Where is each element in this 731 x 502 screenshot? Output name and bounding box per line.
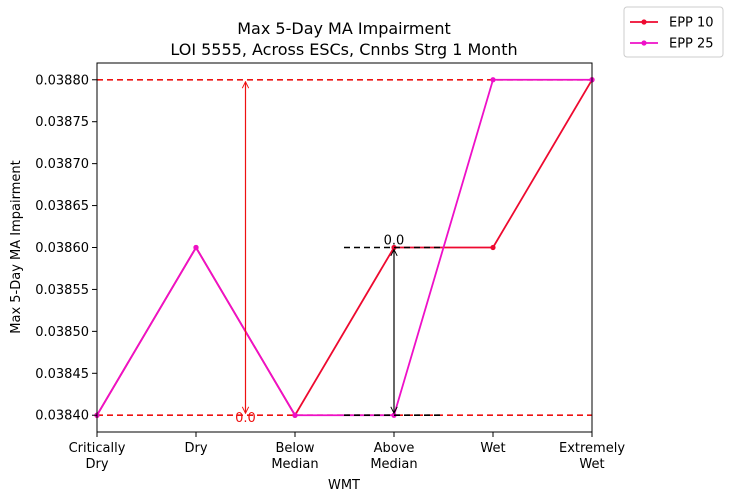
x-axis-label: WMT xyxy=(328,478,360,493)
y-tick-label: 0.03870 xyxy=(35,157,89,172)
x-tick-label: Above Median xyxy=(370,441,417,472)
series-point-epp-10 xyxy=(490,244,496,251)
series-point-epp-25 xyxy=(193,244,199,251)
y-tick-label: 0.03860 xyxy=(35,241,89,256)
y-tick-label: 0.03865 xyxy=(35,199,89,214)
x-tick-label-line: Extremely xyxy=(559,441,625,456)
y-tick-label: 0.03840 xyxy=(35,409,89,424)
annotation-label-1: 0.0 xyxy=(384,234,405,249)
y-axis-label: Max 5-Day MA Impairment xyxy=(9,160,24,333)
legend: EPP 10 EPP 25 xyxy=(623,6,724,58)
x-tick-label: Below Median xyxy=(271,441,318,472)
x-tick-label-line: Median xyxy=(271,457,318,472)
x-tick-label-line: Above xyxy=(374,441,415,456)
axes-layer: 0.03840 0.03845 0.03850 0.03855 0.03860 0.038… xyxy=(35,62,625,472)
legend-marker-0 xyxy=(641,19,647,25)
chart-title-group: Max 5-Day MA Impairment LOI 5555, Across… xyxy=(170,19,517,59)
annotations-layer: 0.0 0.0 xyxy=(235,82,444,426)
x-tick-label: Extremely Wet xyxy=(559,441,625,472)
legend-label-1: EPP 25 xyxy=(669,37,714,52)
x-tick-label: Dry xyxy=(184,441,207,456)
x-tick-label-line: Wet xyxy=(579,457,604,472)
legend-marker-1 xyxy=(641,40,647,46)
chart-title: Max 5-Day MA Impairment xyxy=(237,19,450,38)
x-tick-label: Wet xyxy=(480,441,505,456)
y-tick-label: 0.03855 xyxy=(35,283,89,298)
x-tick-label-line: Dry xyxy=(184,441,207,456)
x-tick-label-line: Below xyxy=(275,441,314,456)
x-tick-label-line: Wet xyxy=(480,441,505,456)
y-tick-label: 0.03850 xyxy=(35,325,89,340)
series-point-epp-25 xyxy=(292,412,298,418)
y-tick-label: 0.03845 xyxy=(35,367,89,382)
y-tick-label: 0.03875 xyxy=(35,115,89,130)
legend-box xyxy=(623,6,724,58)
x-tick-label-line: Critically xyxy=(69,441,126,456)
annotation-label-0: 0.0 xyxy=(235,411,256,426)
chart-subtitle: LOI 5555, Across ESCs, Cnnbs Strg 1 Mont… xyxy=(170,40,517,59)
x-tick-label-line: Dry xyxy=(85,457,108,472)
series-point-epp-25 xyxy=(490,77,496,83)
x-tick-label-line: Median xyxy=(370,457,417,472)
x-tick-label: Critically Dry xyxy=(69,441,126,472)
y-tick-label: 0.03880 xyxy=(35,73,89,88)
legend-label-0: EPP 10 xyxy=(669,16,714,31)
